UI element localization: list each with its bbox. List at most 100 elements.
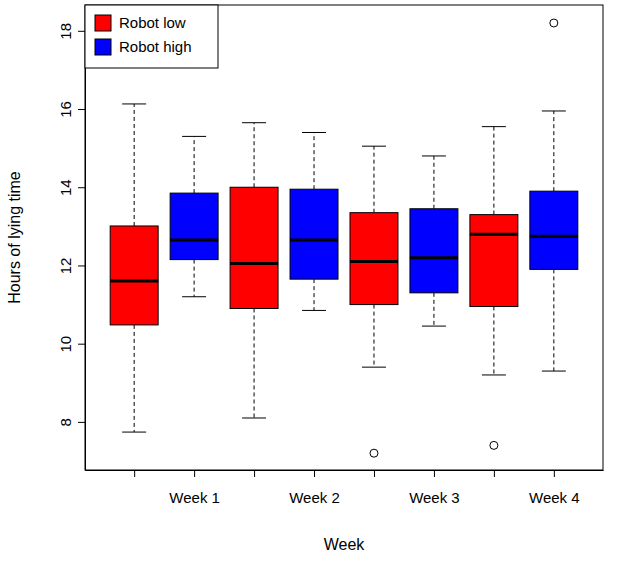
legend-label: Robot low — [119, 14, 186, 31]
legend-label: Robot high — [119, 38, 192, 55]
x-tick-mark — [194, 470, 195, 477]
box — [410, 156, 458, 326]
x-tick-mark — [554, 470, 555, 477]
upper-cap — [542, 110, 566, 111]
x-tick-label: Week 2 — [289, 489, 340, 506]
x-axis-title: Week — [324, 536, 366, 553]
box-body — [170, 193, 218, 259]
box — [350, 146, 398, 457]
chart: 8 10 12 14 16 18 Week 1 Week 2 Week 3 Week 4 Week H… — [0, 0, 620, 576]
x-axis: Week 1 Week 2 Week 3 Week 4 — [86, 470, 604, 506]
lower-whisker — [493, 307, 494, 375]
lower-whisker — [314, 279, 315, 310]
lower-whisker — [134, 325, 135, 432]
box-body — [470, 215, 518, 307]
upper-whisker — [373, 146, 374, 212]
x-tick: Week 4 — [529, 470, 580, 506]
y-tick-mark — [78, 31, 85, 32]
outlier — [490, 441, 498, 449]
lower-cap — [362, 367, 386, 368]
x-tick-label: Week 3 — [409, 489, 460, 506]
box — [110, 104, 158, 432]
x-tick-label: Week 1 — [169, 489, 220, 506]
y-tick-label: 10 — [57, 336, 74, 353]
y-tick: 16 — [57, 101, 85, 118]
box-body — [350, 213, 398, 305]
upper-cap — [122, 103, 146, 104]
x-tick-label: Week 4 — [529, 489, 580, 506]
y-tick: 10 — [57, 336, 85, 353]
upper-cap — [482, 126, 506, 127]
x-tick — [494, 470, 495, 477]
y-tick-label: 14 — [57, 179, 74, 196]
y-tick-label: 8 — [57, 418, 74, 426]
box — [470, 127, 518, 450]
legend-swatch — [95, 39, 111, 55]
upper-whisker — [314, 132, 315, 189]
lower-cap — [182, 296, 206, 297]
upper-whisker — [134, 104, 135, 226]
x-tick — [134, 470, 135, 477]
y-axis-title: Hours of lying time — [6, 171, 23, 304]
x-tick-mark — [134, 470, 135, 477]
box — [170, 136, 218, 296]
upper-whisker — [254, 123, 255, 188]
x-tick-mark — [434, 470, 435, 477]
y-tick-label: 12 — [57, 258, 74, 275]
x-tick-mark — [374, 470, 375, 477]
upper-cap — [362, 146, 386, 147]
upper-cap — [242, 122, 266, 123]
lower-cap — [542, 371, 566, 372]
legend: Robot low Robot high — [85, 5, 218, 68]
lower-cap — [302, 310, 326, 311]
upper-whisker — [493, 127, 494, 215]
legend-swatch — [95, 15, 111, 31]
y-tick-mark — [78, 344, 85, 345]
x-tick: Week 1 — [169, 470, 220, 506]
lower-whisker — [254, 308, 255, 418]
y-tick-mark — [78, 109, 85, 110]
lower-cap — [122, 432, 146, 433]
lower-cap — [482, 374, 506, 375]
x-tick — [374, 470, 375, 477]
y-tick: 8 — [57, 418, 85, 426]
x-tick: Week 3 — [409, 470, 460, 506]
x-tick-mark — [314, 470, 315, 477]
y-tick-label: 18 — [57, 23, 74, 40]
y-tick: 12 — [57, 258, 85, 275]
median — [470, 233, 518, 236]
upper-cap — [182, 136, 206, 137]
median — [410, 256, 458, 259]
median — [530, 235, 578, 238]
legend-box — [85, 5, 218, 68]
y-axis: 8 10 12 14 16 18 — [57, 6, 86, 471]
y-tick-mark — [78, 187, 85, 188]
lower-cap — [242, 417, 266, 418]
box-body — [530, 191, 578, 269]
median — [290, 239, 338, 242]
upper-cap — [302, 132, 326, 133]
box — [230, 123, 278, 418]
upper-whisker — [553, 111, 554, 191]
outlier — [370, 449, 378, 457]
median — [350, 260, 398, 263]
box — [530, 19, 578, 371]
lower-whisker — [373, 305, 374, 368]
upper-whisker — [194, 136, 195, 193]
y-tick-label: 16 — [57, 101, 74, 118]
box — [290, 132, 338, 310]
median — [110, 280, 158, 283]
y-tick-mark — [78, 422, 85, 423]
x-tick-mark — [494, 470, 495, 477]
lower-whisker — [553, 269, 554, 371]
x-tick-mark — [254, 470, 255, 477]
plot-area — [110, 19, 578, 457]
outlier — [550, 19, 558, 27]
upper-cap — [422, 155, 446, 156]
y-tick: 14 — [57, 179, 85, 196]
upper-whisker — [433, 156, 434, 209]
box-body — [230, 187, 278, 308]
x-tick — [254, 470, 255, 477]
y-axis-line — [85, 6, 86, 471]
plot-frame — [85, 5, 603, 470]
